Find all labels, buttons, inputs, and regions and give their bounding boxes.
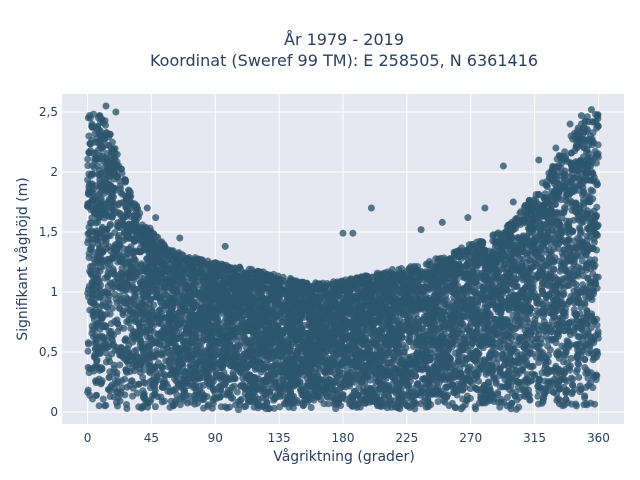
data-point [115, 177, 123, 185]
data-point [392, 390, 400, 398]
data-point [217, 403, 225, 411]
data-point [109, 304, 117, 312]
data-point [120, 324, 128, 332]
data-point [581, 394, 589, 402]
data-point [434, 398, 442, 406]
data-point [118, 190, 126, 198]
chart-title-line-2: Koordinat (Sweref 99 TM): E 258505, N 63… [150, 51, 538, 70]
chart-title-line-1: År 1979 - 2019 [284, 30, 404, 49]
data-point [114, 328, 122, 335]
data-point [373, 269, 381, 277]
data-point [119, 311, 127, 319]
data-point [99, 395, 107, 403]
data-point [461, 401, 469, 409]
data-point [84, 347, 92, 355]
data-point [572, 402, 580, 410]
data-point [136, 368, 144, 376]
data-point [534, 392, 542, 400]
data-point [102, 401, 110, 409]
data-point [116, 361, 124, 369]
data-point [466, 385, 474, 393]
data-point [118, 264, 126, 272]
data-point [176, 395, 184, 403]
data-point [544, 342, 552, 350]
data-point [106, 310, 114, 318]
data-point [95, 402, 103, 410]
data-point [240, 312, 248, 320]
data-points [84, 102, 602, 414]
data-point [503, 393, 511, 401]
data-point [567, 354, 575, 362]
data-point [560, 290, 568, 298]
data-point [117, 185, 124, 193]
data-point [584, 349, 592, 357]
data-point [132, 346, 140, 354]
